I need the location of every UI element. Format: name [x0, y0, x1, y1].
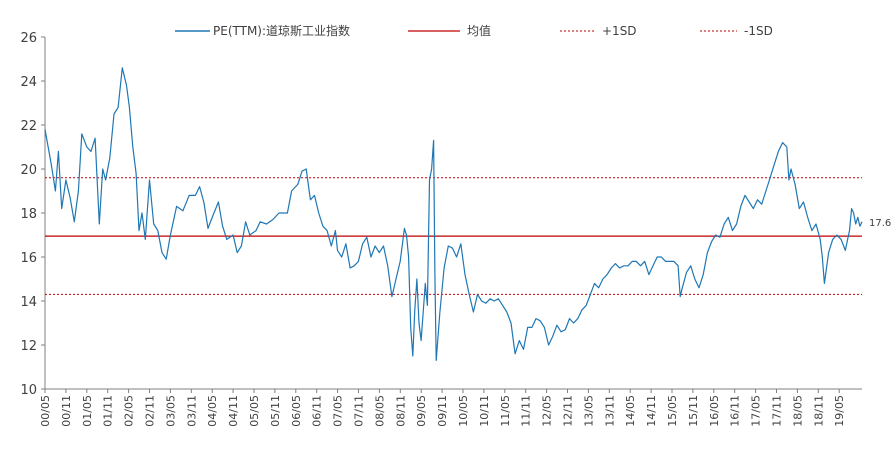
- y-tick-label: 10: [20, 383, 37, 398]
- x-tick-label: 18/05: [791, 395, 804, 427]
- x-tick-label: 15/05: [666, 395, 679, 427]
- x-tick-label: 19/05: [833, 395, 846, 427]
- last-value-label: 17.6: [869, 218, 891, 229]
- x-tick-label: 00/11: [60, 395, 73, 427]
- legend: PE(TTM):道琼斯工业指数 均值 +1SD -1SD: [175, 23, 773, 38]
- x-tick-label: 07/05: [332, 395, 345, 427]
- x-tick-label: 12/05: [541, 395, 554, 427]
- legend-label-plus-sd: +1SD: [602, 24, 637, 38]
- legend-item-plus-sd: +1SD: [560, 24, 637, 38]
- y-tick-label: 20: [20, 163, 37, 178]
- x-tick-label: 05/11: [269, 395, 282, 427]
- x-tick-label: 14/11: [645, 395, 658, 427]
- x-tick-label: 12/11: [562, 395, 575, 427]
- legend-item-pe: PE(TTM):道琼斯工业指数: [175, 23, 350, 38]
- x-tick-label: 02/05: [123, 395, 136, 427]
- y-tick-label: 16: [20, 251, 37, 266]
- x-tick-label: 13/11: [603, 395, 616, 427]
- x-tick-label: 10/05: [457, 395, 470, 427]
- x-tick-label: 11/11: [520, 395, 533, 427]
- pe-series-line: [44, 67, 863, 361]
- x-tick-label: 06/11: [311, 395, 324, 427]
- x-tick-label: 13/05: [582, 395, 595, 427]
- legend-item-minus-sd: -1SD: [700, 24, 773, 38]
- x-tick-label: 18/11: [812, 395, 825, 427]
- y-tick-label: 26: [20, 31, 37, 46]
- x-tick-label: 07/11: [353, 395, 366, 427]
- y-tick-label: 12: [20, 339, 37, 354]
- y-tick-label: 14: [20, 295, 37, 310]
- x-tick-label: 10/11: [478, 395, 491, 427]
- x-tick-label: 14/05: [624, 395, 637, 427]
- legend-label-mean: 均值: [467, 23, 491, 38]
- legend-label-pe: PE(TTM):道琼斯工业指数: [213, 23, 350, 38]
- x-tick-label: 16/05: [708, 395, 721, 427]
- x-tick-label: 09/11: [436, 395, 449, 427]
- x-tick-label: 04/05: [206, 395, 219, 427]
- x-tick-label: 08/11: [394, 395, 407, 427]
- plot-area: 10 12 14 16 18 20 22 24 26 00/05 00/11 01/05 01/11 02…: [20, 31, 891, 427]
- x-tick-label: 01/11: [102, 395, 115, 427]
- x-tick-label: 02/11: [144, 395, 157, 427]
- x-tick-label: 17/11: [771, 395, 784, 427]
- legend-label-minus-sd: -1SD: [744, 24, 773, 38]
- x-tick-label: 01/05: [81, 395, 94, 427]
- x-tick-label: 04/11: [227, 395, 240, 427]
- y-tick-label: 22: [20, 119, 37, 134]
- x-tick-label: 03/05: [164, 395, 177, 427]
- x-tick-label: 16/11: [729, 395, 742, 427]
- x-tick-label: 09/05: [415, 395, 428, 427]
- x-tick-label: 06/05: [290, 395, 303, 427]
- y-tick-label: 24: [20, 75, 37, 90]
- x-tick-label: 03/11: [185, 395, 198, 427]
- legend-item-mean: 均值: [408, 23, 491, 38]
- x-tick-label: 11/05: [499, 395, 512, 427]
- x-tick-label: 17/05: [750, 395, 763, 427]
- y-tick-label: 18: [20, 207, 37, 222]
- x-tick-label: 00/05: [39, 395, 52, 427]
- x-tick-label: 15/11: [687, 395, 700, 427]
- x-tick-label: 05/05: [248, 395, 261, 427]
- x-tick-label: 08/05: [373, 395, 386, 427]
